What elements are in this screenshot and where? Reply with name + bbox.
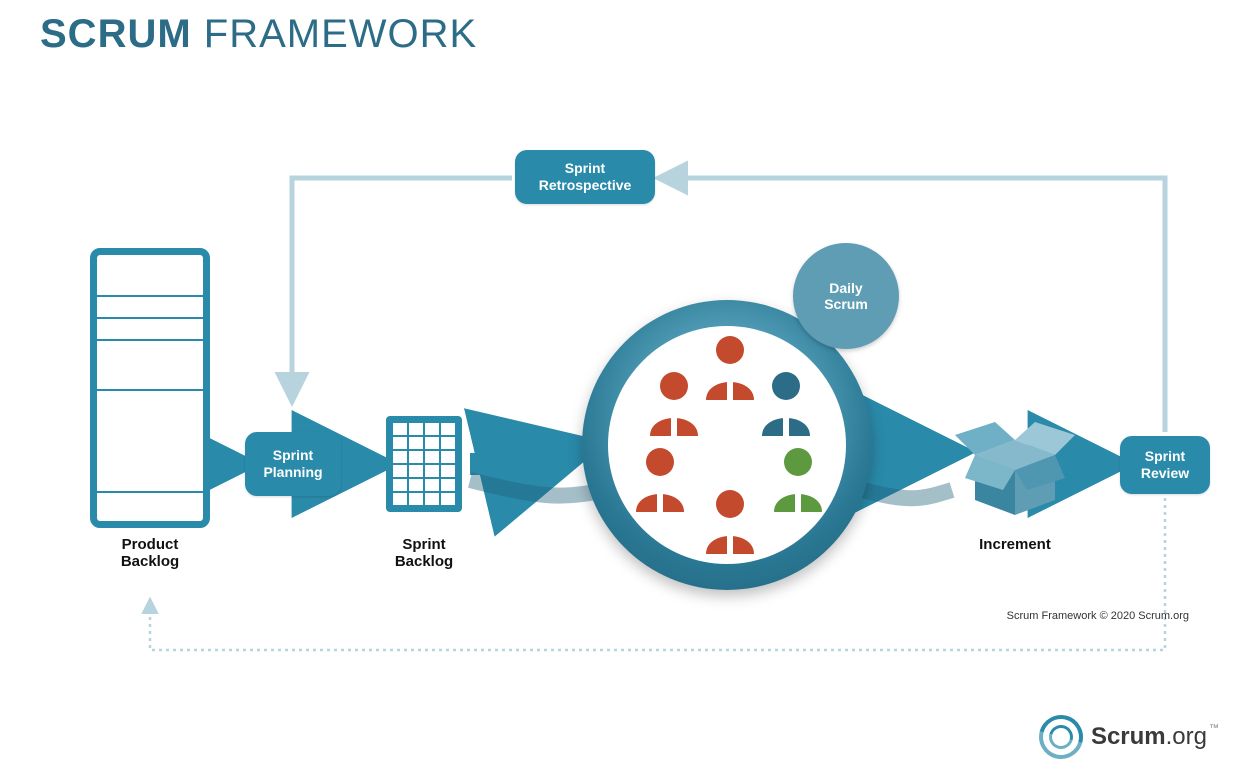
product-backlog-label: ProductBacklog — [90, 536, 210, 570]
person-icon — [756, 370, 816, 436]
copyright-text: Scrum Framework © 2020 Scrum.org — [1007, 610, 1189, 622]
increment-icon — [955, 400, 1075, 520]
scrum-org-logo-mark-icon — [1031, 707, 1091, 767]
daily-scrum-node: DailyScrum — [793, 243, 899, 349]
sprint-backlog-icon — [386, 416, 462, 512]
diagram-canvas: SCRUM FRAMEWORK — [0, 0, 1249, 779]
title-bold: SCRUM — [40, 12, 192, 56]
person-icon — [768, 446, 828, 512]
product-backlog-icon — [90, 248, 210, 528]
sprint-planning-node: SprintPlanning — [245, 432, 341, 496]
logo-text-light: .org — [1166, 723, 1207, 750]
person-icon — [700, 334, 760, 400]
scrum-org-logo: Scrum.org™ — [1039, 715, 1219, 759]
person-icon — [700, 488, 760, 554]
sprint-review-node: SprintReview — [1120, 436, 1210, 494]
increment-label: Increment — [965, 536, 1065, 553]
person-icon — [644, 370, 704, 436]
person-icon — [630, 446, 690, 512]
title-light: FRAMEWORK — [204, 12, 477, 56]
logo-tm: ™ — [1209, 723, 1219, 734]
logo-text-bold: Scrum — [1091, 723, 1166, 750]
scrum-team-people — [608, 326, 846, 564]
sprint-retrospective-node: SprintRetrospective — [515, 150, 655, 204]
page-title: SCRUM FRAMEWORK — [40, 12, 477, 57]
sprint-backlog-label: SprintBacklog — [372, 536, 476, 570]
